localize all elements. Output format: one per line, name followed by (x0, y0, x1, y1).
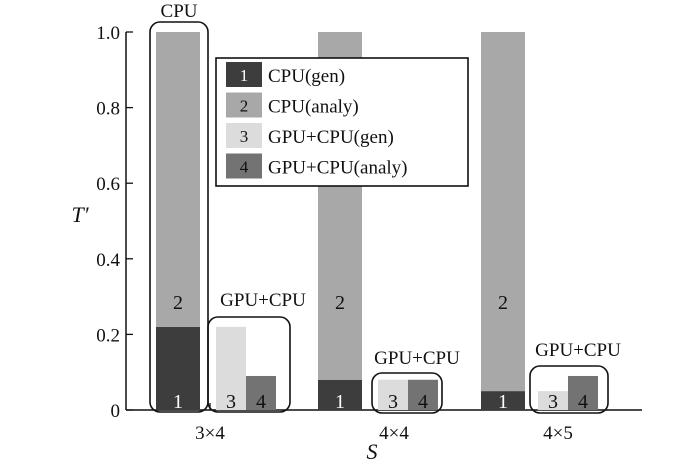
y-tick-label: 0.2 (96, 325, 120, 346)
y-tick-label: 0 (111, 401, 121, 422)
bar-value-label: 4 (256, 391, 266, 413)
group-annotation: GPU+CPU (220, 290, 306, 311)
legend-swatch-number: 4 (240, 158, 249, 177)
y-tick-label: 0.8 (96, 99, 120, 120)
bar-value-label: 2 (335, 292, 345, 314)
bar-gpu-cpu-analy (246, 375, 276, 410)
legend-swatch (226, 123, 262, 148)
group-box (529, 365, 609, 414)
x-tick-label: 4×4 (379, 423, 409, 444)
bar-gpu-cpu-gen (538, 391, 568, 410)
bar-value-label: 4 (578, 391, 588, 413)
bar-gpu-cpu-gen (216, 326, 246, 410)
bar-cpu-gen (481, 391, 525, 410)
bar-gpu-cpu-analy (568, 375, 598, 410)
bar-value-label: 1 (173, 391, 183, 413)
y-tick-label: 1.0 (96, 23, 120, 44)
legend-entry-label: GPU+CPU(gen) (268, 127, 394, 148)
bar-cpu-gen (318, 379, 362, 410)
bar-cpu-gen (156, 326, 200, 410)
group-box (371, 372, 443, 414)
bar-cpu-analy (156, 32, 200, 327)
legend-entry-label: GPU+CPU(analy) (268, 158, 408, 179)
group-annotation: CPU (161, 1, 198, 22)
bar-gpu-cpu-analy (408, 379, 438, 410)
bar-cpu-analy (481, 32, 525, 392)
legend-entry-label: CPU(analy) (268, 97, 359, 118)
group-box (207, 316, 291, 413)
y-axis-title: T′ (71, 202, 89, 227)
bar-labels: 123 4 123 4 123 4 (173, 292, 588, 413)
legend-swatch (226, 92, 262, 118)
x-tick-label: 4×5 (543, 423, 573, 444)
legend-swatch-number: 3 (240, 127, 249, 146)
bar-value-label: 2 (173, 292, 183, 314)
legend-swatch (226, 153, 262, 179)
bar-value-label: 1 (335, 391, 345, 413)
y-tick-label: 0.4 (96, 250, 120, 271)
group-box (149, 21, 209, 413)
legend-entry-label: CPU(gen) (268, 66, 345, 87)
bar-value-label: 3 (388, 391, 398, 413)
group-boxes: CPU GPU+CPU GPU+CPU GPU+CPU (149, 1, 621, 414)
bar-value-label: 2 (498, 292, 508, 314)
bar-value-label: 3 (548, 391, 558, 413)
x-tick-label: 3×4 (195, 423, 225, 444)
y-tick-label: 0.6 (96, 174, 120, 195)
bar-value-label: 3 (226, 391, 236, 413)
bar-value-label: 4 (418, 391, 428, 413)
x-axis-title: S (367, 439, 378, 464)
legend-swatch-number: 1 (240, 66, 249, 85)
legend: 1 CPU(gen) 2 CPU(analy) 3 GPU+CPU(gen) 4 GPU+CP… (215, 57, 469, 187)
bar-gpu-cpu-gen (378, 379, 408, 410)
legend-swatch-number: 2 (240, 97, 249, 116)
legend-swatch (226, 62, 262, 87)
bar-value-label: 1 (498, 391, 508, 413)
group-annotation: GPU+CPU (535, 340, 621, 361)
group-annotation: GPU+CPU (374, 348, 460, 369)
